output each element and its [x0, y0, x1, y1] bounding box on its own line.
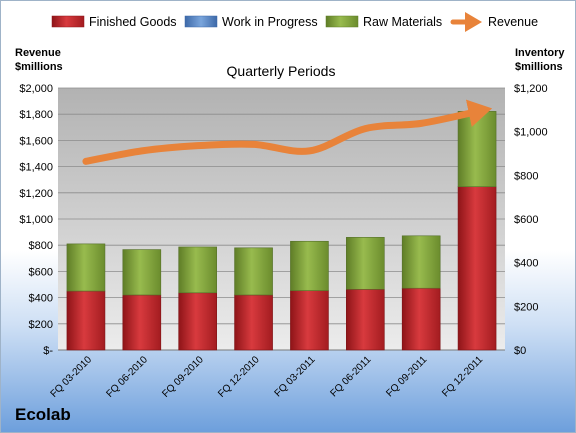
legend-item-revenue: Revenue: [450, 12, 538, 32]
x-tick-label-4: FQ 03-2011: [273, 354, 318, 399]
bar-raw-materials-4: [290, 240, 329, 291]
bar-finished-goods-4: [290, 290, 329, 351]
right-axis-title-line2: $millions: [515, 61, 563, 73]
x-tick-label-3: FQ 12-2010: [216, 354, 262, 400]
x-tick-label-0: FQ 03-2010: [49, 354, 95, 400]
bar-finished-goods-3: [234, 294, 273, 351]
right-tick-label-5: $1,000: [514, 127, 548, 139]
bar-finished-goods-7: [457, 186, 497, 351]
right-tick-label-3: $600: [514, 214, 538, 226]
legend-item-finished-goods: Finished Goods: [51, 15, 177, 29]
left-tick-label-5: $1,000: [19, 214, 53, 226]
bar-finished-goods-0: [66, 290, 106, 351]
left-axis-title-line2: $millions: [15, 61, 63, 73]
right-axis-title-line1: Inventory: [515, 47, 565, 59]
legend-label-work-in-progress: Work in Progress: [222, 15, 318, 29]
bar-raw-materials-2: [178, 246, 217, 294]
left-tick-label-3: $600: [29, 266, 53, 278]
bar-raw-materials-0: [66, 243, 106, 292]
bar-finished-goods-6: [401, 287, 441, 351]
x-axis-ticks: FQ 03-2010 FQ 06-2010 FQ 09-2010 FQ 12-2010…: [49, 354, 486, 400]
company-name: Ecolab: [15, 405, 71, 424]
bar-raw-materials-5: [346, 237, 385, 290]
left-tick-label-9: $1,800: [19, 109, 53, 121]
left-tick-label-7: $1,400: [19, 162, 53, 174]
left-tick-label-1: $200: [29, 319, 53, 331]
bar-raw-materials-6: [401, 235, 441, 289]
left-tick-label-4: $800: [29, 240, 53, 252]
legend-label-finished-goods: Finished Goods: [89, 15, 177, 29]
x-tick-label-7: FQ 12-2011: [440, 354, 485, 399]
left-axis-title-line1: Revenue: [15, 47, 61, 59]
right-tick-label-0: $0: [514, 345, 526, 357]
right-tick-label-4: $800: [514, 170, 538, 182]
legend-item-work-in-progress: Work in Progress: [184, 15, 318, 29]
right-tick-label-2: $400: [514, 258, 538, 270]
left-tick-label-0: $-: [43, 345, 53, 357]
revenue-line: [82, 99, 493, 165]
bar-raw-materials-7: [457, 111, 497, 187]
bars: [66, 111, 497, 351]
x-tick-label-2: FQ 09-2010: [160, 354, 206, 400]
left-tick-label-8: $1,600: [19, 135, 53, 147]
legend-label-raw-materials: Raw Materials: [363, 15, 442, 29]
bar-finished-goods-1: [122, 294, 162, 351]
revenue-line-group: [82, 99, 493, 165]
legend-label-revenue: Revenue: [488, 15, 538, 29]
legend: Finished Goods Work in Progress Raw Mate…: [51, 12, 538, 32]
right-tick-label-1: $200: [514, 301, 538, 313]
x-tick-label-6: FQ 09-2011: [384, 354, 429, 399]
bar-raw-materials-3: [234, 247, 273, 296]
chart-subtitle: Quarterly Periods: [227, 63, 336, 79]
bar-raw-materials-1: [122, 249, 162, 296]
right-axis-ticks: $0 $200 $400 $600 $800 $1,000 $1,200: [514, 83, 548, 357]
left-tick-label-10: $2,000: [19, 83, 53, 95]
legend-item-raw-materials: Raw Materials: [325, 15, 442, 29]
left-tick-label-6: $1,200: [19, 188, 53, 200]
bar-finished-goods-2: [178, 292, 217, 351]
left-axis-ticks: $- $200 $400 $600 $800 $1,000 $1,200 $1,400 $1,6…: [19, 83, 53, 357]
bar-finished-goods-5: [346, 289, 385, 351]
x-tick-label-5: FQ 06-2011: [328, 354, 373, 399]
right-tick-label-6: $1,200: [514, 83, 548, 95]
left-tick-label-2: $400: [29, 293, 53, 305]
x-tick-label-1: FQ 06-2010: [104, 354, 150, 400]
